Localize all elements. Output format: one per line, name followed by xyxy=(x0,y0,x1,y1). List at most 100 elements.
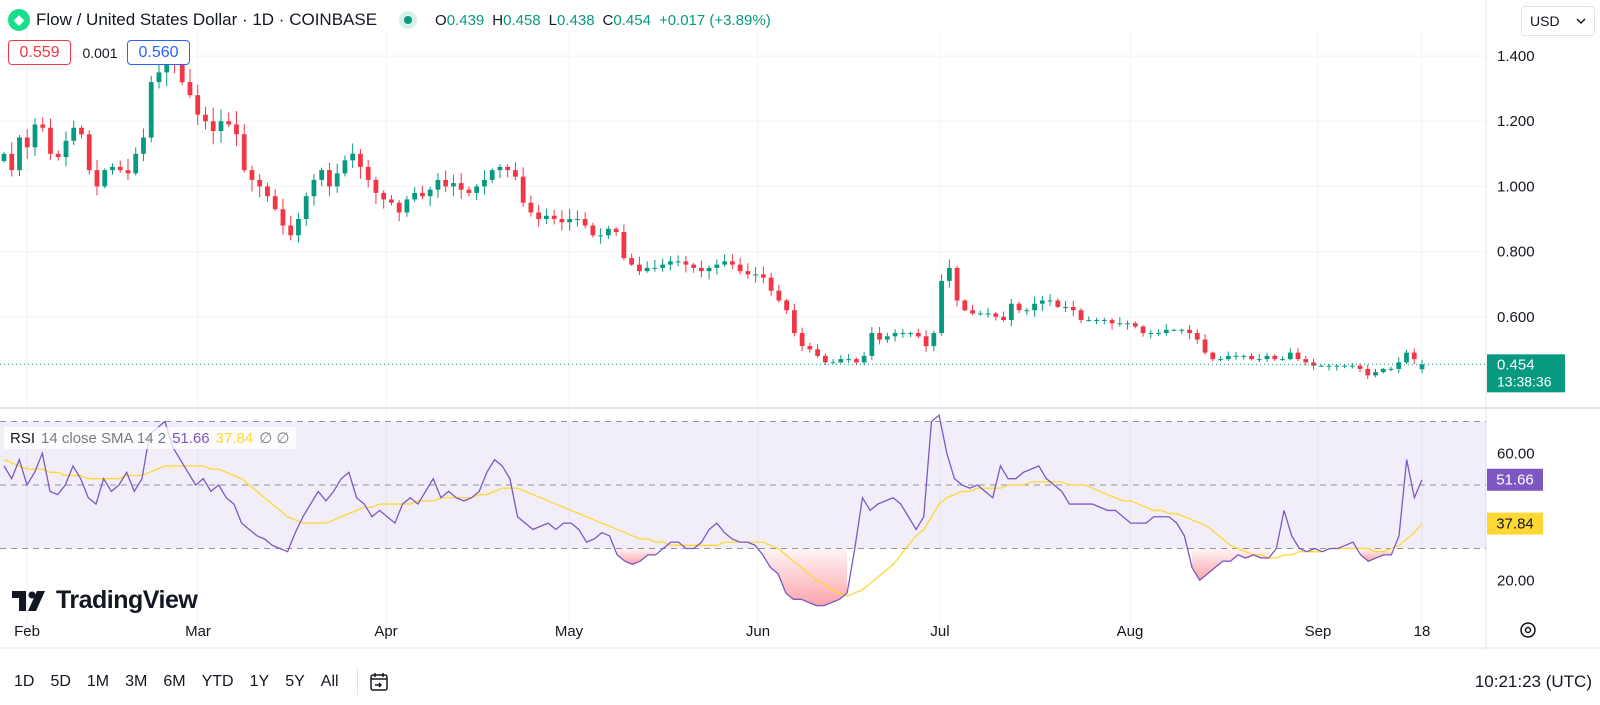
rsi-axis-label: 20.00 xyxy=(1497,572,1535,589)
candle xyxy=(48,127,53,154)
candle xyxy=(420,192,425,197)
candle xyxy=(753,274,759,276)
candle xyxy=(536,212,542,219)
candle xyxy=(1094,320,1099,322)
candle xyxy=(94,170,100,187)
range-button-6m[interactable]: 6M xyxy=(163,673,186,690)
candle xyxy=(1256,359,1262,361)
tradingview-logo[interactable]: TradingView xyxy=(12,586,198,615)
rsi-sma-value: 37.84 xyxy=(215,429,254,447)
time-axis-label: 18 xyxy=(1414,623,1431,640)
range-button-ytd[interactable]: YTD xyxy=(201,673,234,690)
range-button-3m[interactable]: 3M xyxy=(125,673,148,690)
candle xyxy=(1140,326,1146,334)
candle xyxy=(24,137,30,148)
candle xyxy=(629,258,635,265)
candle xyxy=(55,153,61,158)
candle xyxy=(706,267,712,272)
tradingview-mark-icon xyxy=(12,590,45,611)
candle xyxy=(846,359,851,361)
candle xyxy=(1148,333,1154,335)
candle xyxy=(822,355,828,363)
candle xyxy=(63,140,69,158)
candle xyxy=(667,261,673,265)
time-axis-label: Apr xyxy=(374,623,397,640)
candle xyxy=(1280,359,1285,361)
settings-gear-icon[interactable] xyxy=(1520,622,1536,638)
candle xyxy=(985,313,991,315)
ask-price[interactable]: 0.560 xyxy=(127,40,190,65)
goto-date-icon[interactable] xyxy=(368,671,390,693)
rsi-line xyxy=(3,413,1423,607)
candle xyxy=(1047,300,1053,302)
candle xyxy=(179,62,185,83)
symbol-title[interactable]: Flow / United States Dollar · 1D · COINB… xyxy=(36,10,378,29)
candle xyxy=(915,333,921,337)
candle xyxy=(1249,355,1254,360)
candle xyxy=(1349,365,1355,367)
candle xyxy=(520,176,526,203)
currency-select[interactable]: USD xyxy=(1521,6,1595,36)
candle xyxy=(644,267,650,272)
candle xyxy=(970,310,975,314)
candle xyxy=(272,196,278,210)
candle xyxy=(210,121,216,132)
candle xyxy=(698,267,704,272)
candle xyxy=(1,153,7,161)
candle xyxy=(1024,310,1030,312)
candle xyxy=(133,153,139,174)
candle xyxy=(110,166,115,171)
candle xyxy=(652,267,658,269)
candle xyxy=(280,209,286,226)
candle xyxy=(1241,355,1247,357)
candle xyxy=(443,179,449,187)
candle xyxy=(838,359,844,363)
rsi-value: 51.66 xyxy=(172,429,210,447)
candle xyxy=(954,267,960,301)
sma-last-value: 37.84 xyxy=(1496,516,1534,533)
candle xyxy=(815,349,820,356)
candle xyxy=(923,336,929,347)
candle xyxy=(830,362,836,364)
candle xyxy=(365,166,371,180)
candle xyxy=(1194,333,1200,340)
candle xyxy=(1117,323,1123,325)
candle xyxy=(1388,368,1394,370)
candle xyxy=(1132,323,1138,327)
candle xyxy=(435,179,441,190)
rsi-last-tag xyxy=(1487,468,1543,491)
candle xyxy=(737,264,743,272)
candle xyxy=(1156,333,1161,335)
candle xyxy=(1334,365,1340,367)
candle xyxy=(745,271,751,275)
rsi-axis-label: 60.00 xyxy=(1497,445,1535,462)
range-button-1y[interactable]: 1Y xyxy=(249,673,270,690)
candle xyxy=(218,121,224,132)
candle xyxy=(396,202,402,213)
rsi-oversold-fill xyxy=(762,548,848,606)
bid-price[interactable]: 0.559 xyxy=(8,40,71,65)
range-button-all[interactable]: All xyxy=(320,673,339,690)
candle xyxy=(513,170,518,177)
candle xyxy=(1179,329,1185,331)
range-button-1m[interactable]: 1M xyxy=(86,673,110,690)
candle xyxy=(962,300,968,311)
range-button-1d[interactable]: 1D xyxy=(14,673,35,690)
range-button-5d[interactable]: 5D xyxy=(50,673,71,690)
candle xyxy=(722,261,728,265)
candle xyxy=(1039,300,1045,304)
candle xyxy=(1008,303,1014,321)
candle xyxy=(489,170,495,180)
candle xyxy=(1380,368,1386,373)
time-axis-label: Jun xyxy=(746,623,770,640)
market-status-icon[interactable] xyxy=(399,11,418,29)
time-axis-label: May xyxy=(555,623,584,640)
candle xyxy=(1311,362,1316,366)
clock-time[interactable]: 10:21:23 (UTC) xyxy=(1474,672,1592,691)
candle xyxy=(203,114,208,122)
brand-name: TradingView xyxy=(56,586,198,614)
range-button-5y[interactable]: 5Y xyxy=(285,673,305,690)
candle xyxy=(1063,306,1068,308)
rsi-legend[interactable]: RSI 14 close SMA 14 2 51.66 37.84 ∅ ∅ xyxy=(4,427,296,449)
